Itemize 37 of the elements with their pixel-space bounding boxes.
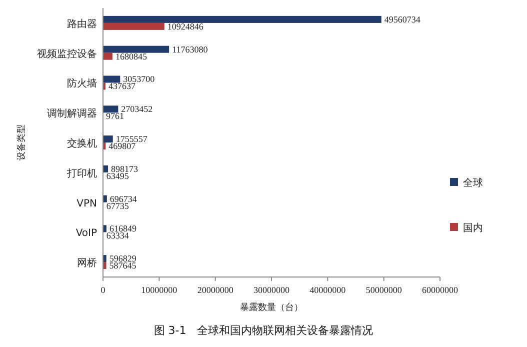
y-tick-label: 防火墙: [67, 78, 97, 90]
x-axis-title: 暴露数量（台）: [240, 302, 303, 313]
y-tick-label: 交换机: [67, 138, 97, 150]
data-label: 1755557: [116, 134, 148, 144]
y-tick-label: 视频监控设备: [37, 48, 97, 60]
bar: [103, 52, 112, 60]
y-tick-label: 路由器: [67, 18, 97, 30]
x-tick-label: 10000000: [141, 285, 178, 295]
data-label: 696734: [110, 194, 138, 204]
x-tick-label: 30000000: [254, 285, 290, 295]
x-tick-label: 40000000: [310, 285, 346, 295]
text: 图 3-1 全球和国内物联网相关设备暴露情况: [154, 324, 374, 337]
data-label: 11763080: [172, 44, 208, 54]
y-axis-title: 设备类型: [16, 124, 27, 160]
bar: [103, 76, 120, 83]
bar: [103, 136, 113, 142]
data-label: 10924846: [167, 21, 204, 32]
y-tick-label: 网桥: [77, 257, 97, 270]
y-tick-label: 调制解调器: [47, 108, 97, 120]
legend-label: 国内: [463, 222, 483, 234]
y-tick-label: VPN: [76, 198, 97, 210]
data-label: 1680845: [115, 51, 148, 62]
x-tick-label: 20000000: [197, 285, 234, 295]
data-label: 49560734: [384, 14, 421, 24]
bar: [103, 22, 164, 30]
x-tick-label: 0: [100, 285, 106, 295]
x-tick-label: 50000000: [366, 285, 402, 295]
x-tick-label: 60000000: [422, 285, 458, 295]
bar: [103, 16, 382, 23]
data-label: 469807: [108, 141, 136, 151]
bar: [103, 106, 118, 113]
y-tick-label: 打印机: [66, 167, 97, 180]
bar: [103, 46, 170, 53]
bar: [103, 262, 106, 270]
data-label: 898173: [111, 164, 139, 174]
y-tick-label: VoIP: [76, 228, 97, 240]
legend-label: 全球: [463, 177, 483, 189]
